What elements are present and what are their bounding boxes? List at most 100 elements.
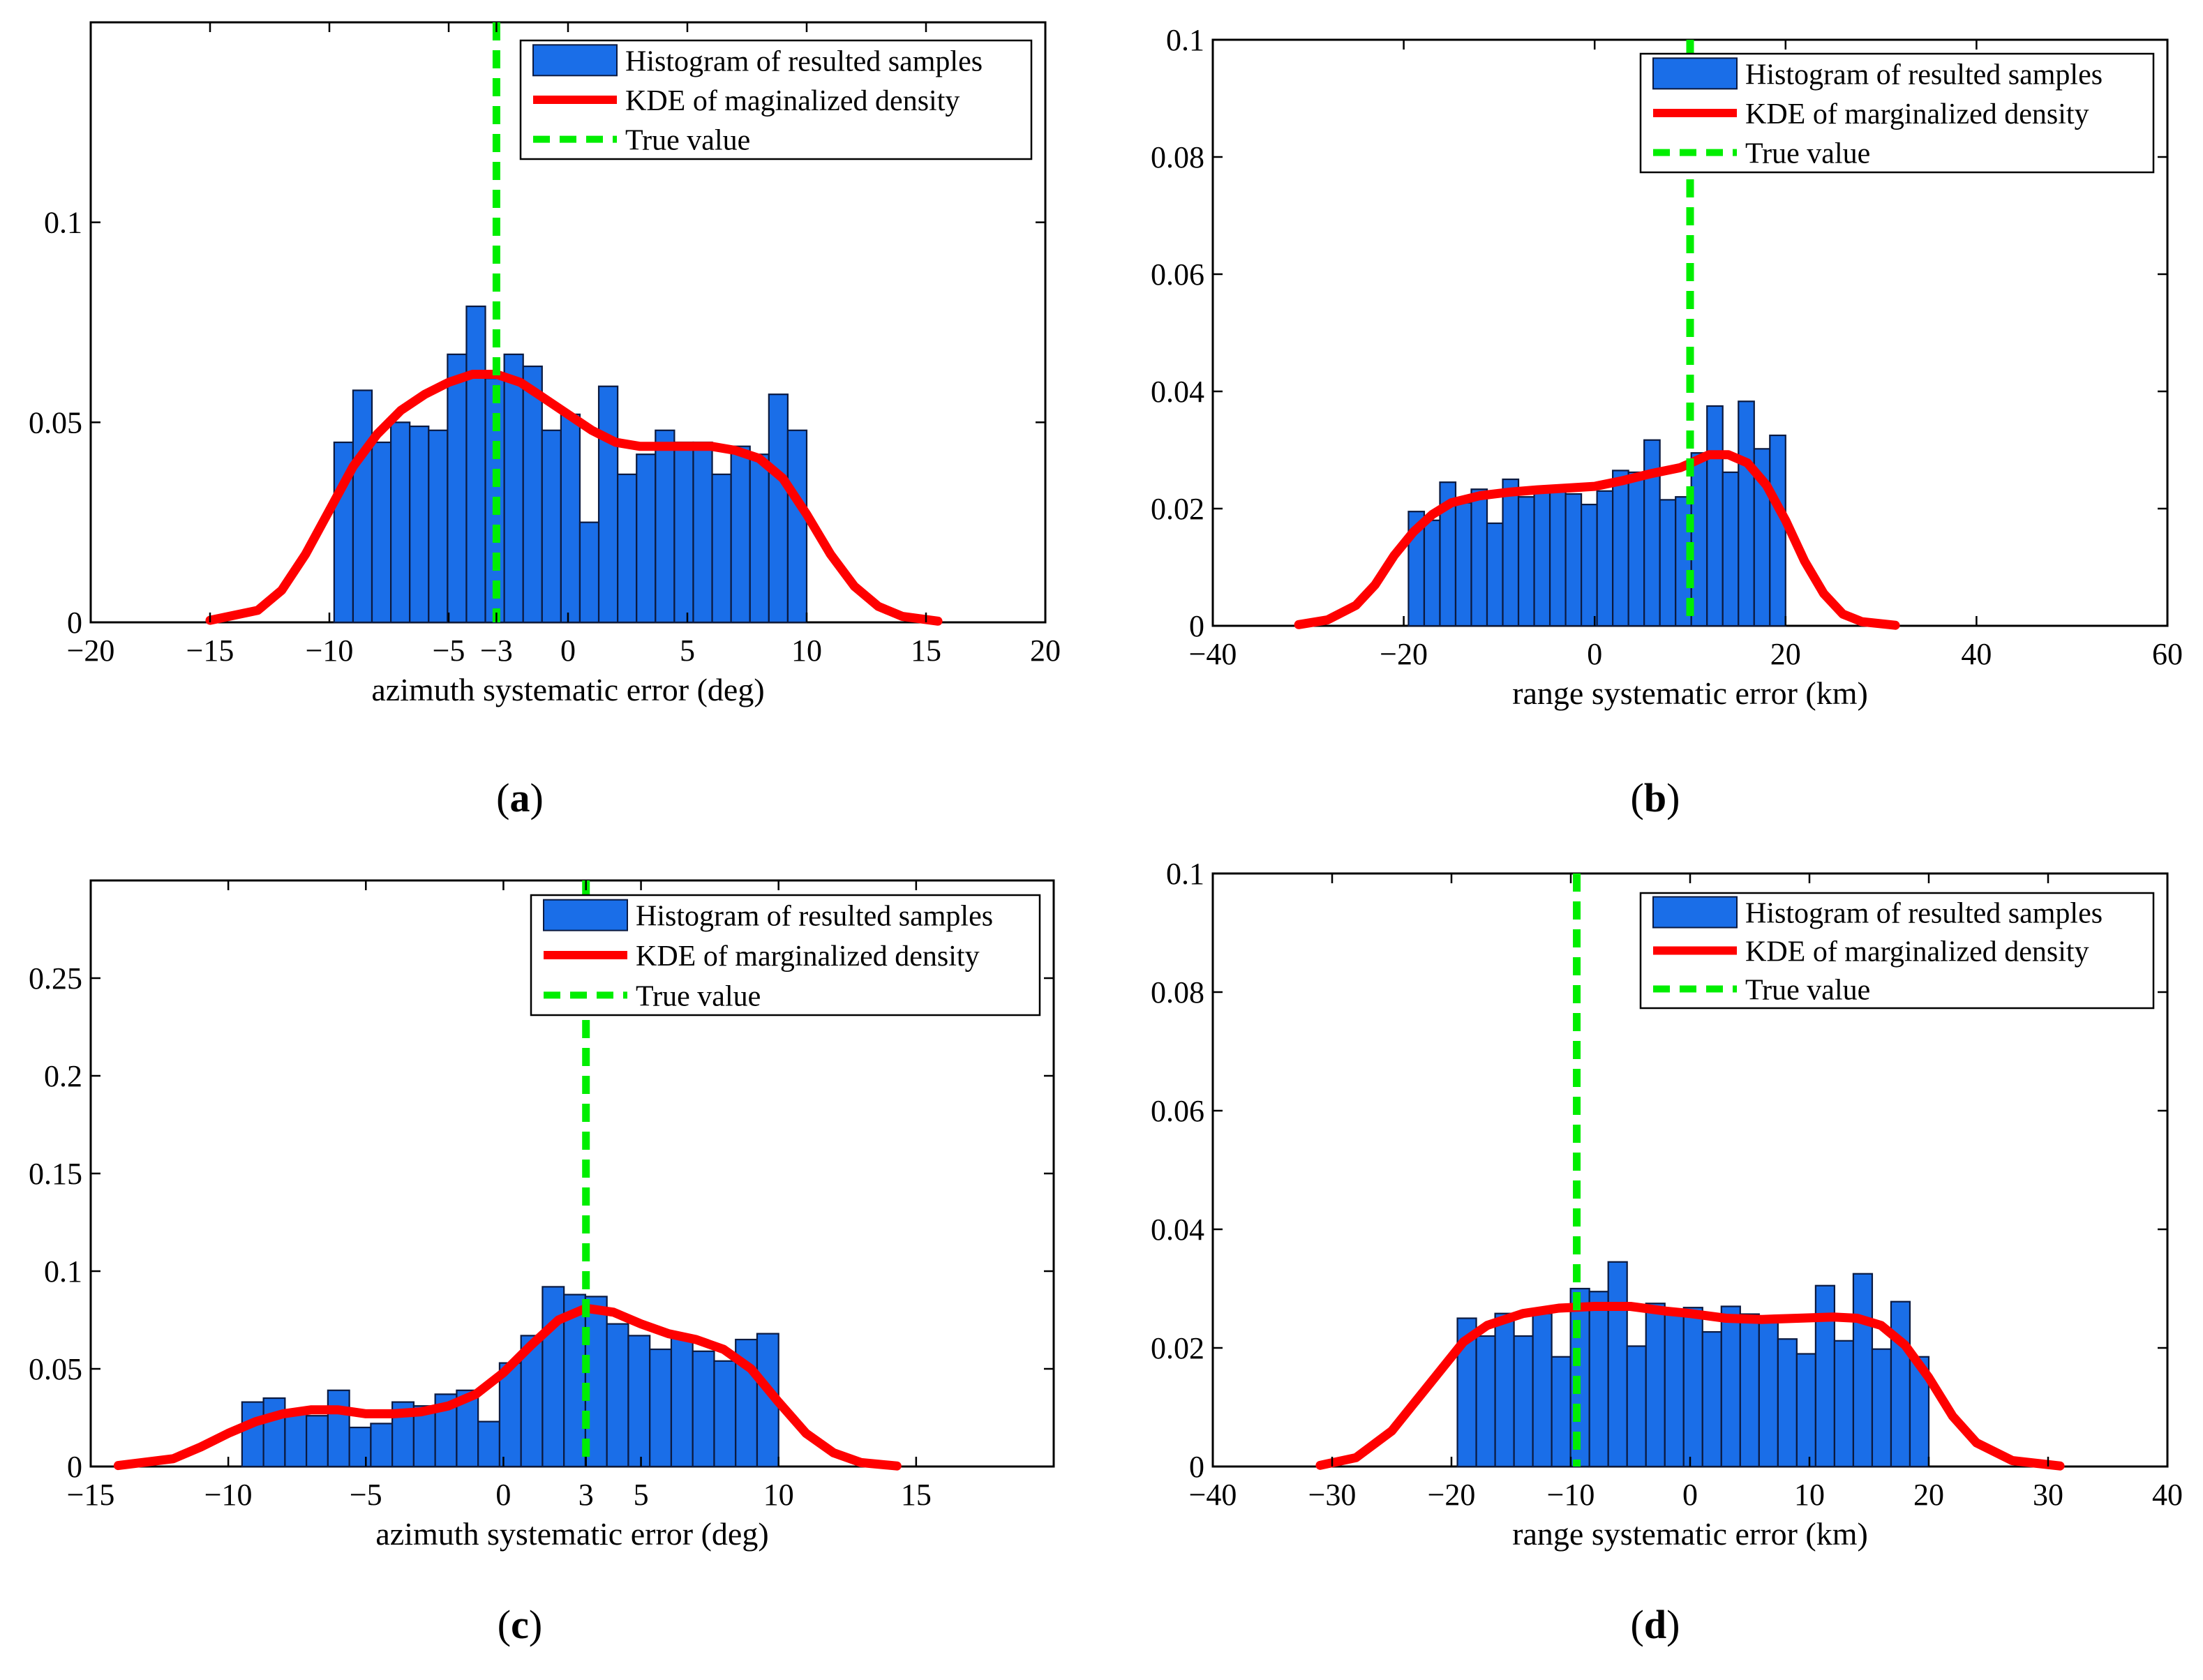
y-tick-label: 0 [1189,1450,1204,1484]
histogram-bar [1645,1303,1666,1468]
histogram-bar [711,473,732,624]
histogram-bar [563,1293,587,1468]
x-tick-label: −20 [1428,1478,1476,1512]
legend-swatch-histogram [1652,896,1738,929]
histogram-bar [1758,1321,1779,1468]
histogram-bar [1548,486,1567,627]
legend-entry: Histogram of resulted samples [636,901,993,933]
histogram-bar [786,429,808,624]
legend-entry: KDE of marginalized density [636,940,980,973]
legend-swatch-histogram [1652,57,1738,90]
y-tick-label: 0.2 [44,1059,82,1093]
histogram-bar [560,413,581,624]
legend-swatch-histogram [532,44,618,77]
kde-curve [205,370,943,626]
histogram-bar [542,1286,565,1468]
histogram-bar [348,1426,372,1468]
histogram-bar [262,1397,286,1468]
legend-entry: Histogram of resulted samples [1745,59,2103,91]
x-tick-label: 20 [1770,637,1801,671]
histogram-bar [584,1296,608,1468]
histogram-bar [627,1335,651,1468]
histogram-bar [1494,1312,1515,1468]
y-tick-label: 0.06 [1151,1094,1204,1128]
x-tick-label: 20 [1913,1478,1944,1512]
histogram-bar [1664,1311,1685,1468]
histogram-bar [1769,434,1786,627]
histogram-bar [655,429,675,624]
x-tick-label: 0 [560,633,576,668]
histogram-bar [673,441,694,624]
x-tick-label: −3 [480,633,513,668]
histogram-bar [1720,1305,1741,1468]
histogram-bar [477,1420,501,1468]
histogram-bar [1551,1356,1571,1468]
x-tick-label: −20 [1380,637,1428,671]
legend-entry: True value [1745,138,1870,170]
x-tick-label: 30 [2033,1478,2063,1512]
histogram-bar [370,1423,394,1468]
histogram-bar [327,1389,350,1468]
y-tick-label: 0.02 [1151,492,1204,526]
histogram-bar [1533,486,1551,627]
histogram-bar [1739,1313,1760,1468]
x-tick-label: −10 [1547,1478,1595,1512]
histogram-bar [1454,502,1472,627]
x-tick-label: 5 [634,1478,649,1512]
x-tick-label: −10 [204,1478,253,1512]
legend-entry: Histogram of resulted samples [625,45,983,77]
y-tick-label: 0.05 [29,1352,82,1386]
histogram-bar [428,429,449,624]
histogram-bar [1701,1330,1722,1468]
histogram-bar [713,1360,737,1468]
histogram-bar [692,1350,715,1468]
subfigure-label-a: (a) [496,775,544,820]
x-axis-label: range systematic error (km) [1512,675,1868,711]
x-axis-label: range systematic error (km) [1512,1516,1868,1552]
histogram-bar [649,1348,673,1468]
x-tick-label: −15 [186,633,234,668]
x-tick-label: −5 [433,633,465,668]
histogram-bar [1470,488,1488,627]
histogram-bar [1423,519,1441,627]
histogram-bar [306,1415,329,1468]
histogram-bar [606,1323,629,1468]
subfigure-label-d: (d) [1630,1602,1680,1647]
y-tick-label: 0.06 [1151,257,1204,292]
histogram-bar [617,473,638,624]
x-tick-label: 10 [791,633,822,668]
x-tick-label: −15 [67,1478,115,1512]
y-tick-label: 0 [67,1450,82,1484]
histogram-bar [692,441,713,624]
histogram-bar [447,353,468,624]
histogram-bar [389,421,411,624]
y-tick-label: 0.1 [44,1254,82,1289]
histogram-bar [1588,1291,1609,1468]
histogram-bar [768,393,789,624]
histogram-bar [578,521,600,624]
x-tick-label: 10 [763,1478,794,1512]
histogram-bar [352,389,373,624]
histogram-bar [1502,478,1520,627]
histogram-bar [1852,1273,1874,1468]
histogram-bar [409,425,430,624]
histogram-bar [284,1411,308,1468]
histogram-bar [1532,1312,1553,1468]
x-tick-label: −30 [1308,1478,1357,1512]
x-tick-label: −20 [67,633,115,668]
x-tick-label: 0 [1682,1478,1698,1512]
y-tick-label: 0.15 [29,1157,82,1191]
histogram-bar [1626,1345,1647,1468]
x-tick-label: −40 [1189,637,1237,671]
kde-curve [1294,450,1900,630]
histogram-bar [465,305,486,624]
histogram-bar [1833,1340,1855,1468]
histogram-bar [541,429,562,624]
x-tick-label: 20 [1030,633,1061,668]
histogram-bar [1486,522,1504,627]
histogram-bar [241,1401,264,1468]
histogram-bar [1659,499,1677,627]
legend-entry: True value [636,980,761,1012]
legend-entry: True value [1745,975,1870,1007]
y-tick-label: 0 [67,606,82,640]
